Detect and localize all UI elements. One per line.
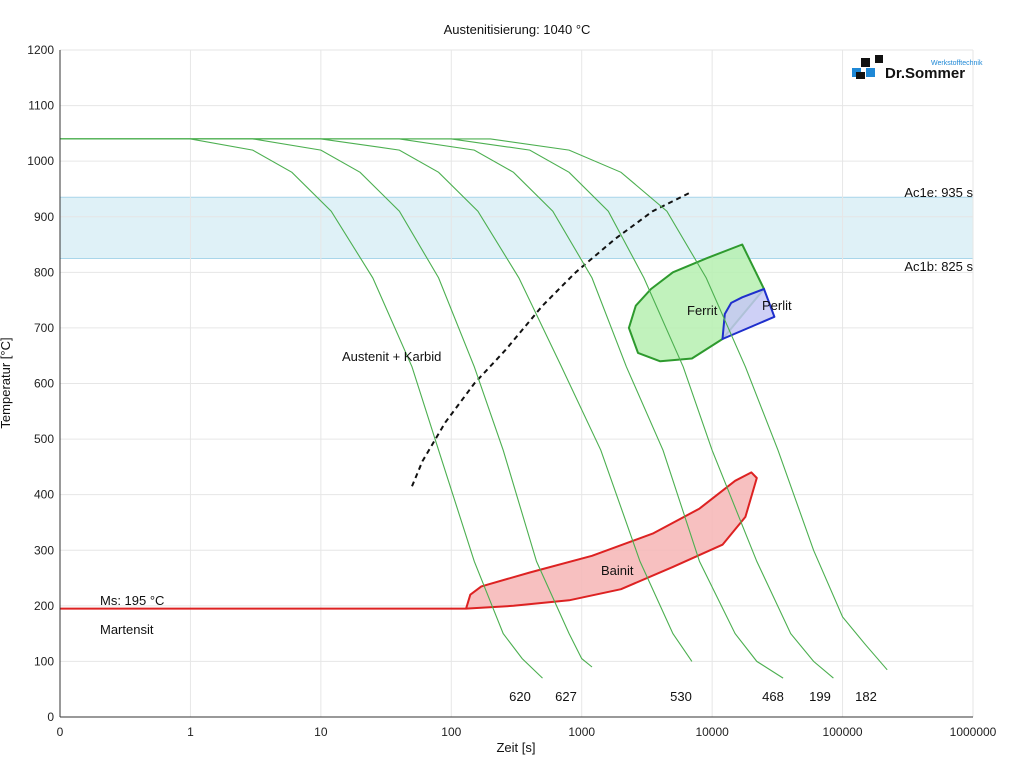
martensit-label: Martensit: [100, 622, 154, 637]
ac1b-label: Ac1b: 825 s: [904, 259, 973, 274]
ms-label: Ms: 195 °C: [100, 593, 164, 608]
logo-subtext: Werkstofftechnik: [931, 60, 983, 67]
curve-label-6: 182: [855, 689, 877, 704]
cooling-curve-620: [60, 138, 543, 679]
axes: [59, 50, 973, 718]
cooling-curve-199: [60, 138, 834, 679]
curve-label-4: 468: [762, 689, 784, 704]
y-tick-label-9: 900: [34, 210, 54, 224]
x-tick-label-4: 1000: [568, 725, 595, 739]
logo-text: Dr.Sommer: [885, 65, 965, 82]
y-tick-label-11: 1100: [28, 99, 54, 113]
logo-mark-square-4: [875, 55, 883, 63]
cooling-curve-182: [60, 138, 888, 671]
cooling-curves: [60, 138, 888, 679]
y-tick-label-10: 1000: [27, 154, 54, 168]
region-ferrit: [627, 243, 765, 363]
logo-mark-square-5: [856, 72, 865, 79]
region-perlit: [721, 288, 776, 340]
ac-band: [60, 197, 973, 259]
y-tick-label-3: 300: [34, 543, 54, 557]
x-axis-label: Zeit [s]: [496, 740, 535, 755]
ac1e-label: Ac1e: 935 s: [904, 185, 973, 200]
cooling-curve-468: [60, 138, 784, 679]
bainit-label: Bainit: [601, 563, 634, 578]
x-tick-label-2: 10: [314, 725, 328, 739]
y-tick-label-7: 700: [34, 321, 54, 335]
logo-mark-square-2: [861, 58, 870, 67]
austenit-karbid-boundary: [411, 190, 693, 487]
x-tick-label-0: 0: [57, 725, 64, 739]
phase-regions: [60, 243, 776, 610]
logo-mark-square-3: [866, 68, 875, 77]
x-tick-label-7: 1000000: [950, 725, 997, 739]
y-tick-label-0: 0: [47, 710, 54, 724]
y-tick-label-5: 500: [34, 432, 54, 446]
x-tick-label-1: 1: [187, 725, 194, 739]
logo: Dr.Sommer Werkstofftechnik: [852, 55, 983, 82]
x-tick-label-6: 100000: [823, 725, 863, 739]
y-tick-label-4: 400: [34, 488, 54, 502]
curve-label-1: 620: [509, 689, 531, 704]
austenit-karbid-label: Austenit + Karbid: [342, 349, 441, 364]
x-tick-label-3: 100: [441, 725, 461, 739]
curve-label-2: 627: [555, 689, 577, 704]
curve-label-3: 530: [670, 689, 692, 704]
curve-label-5: 199: [809, 689, 831, 704]
y-tick-label-6: 600: [34, 377, 54, 391]
y-tick-label-8: 800: [34, 265, 54, 279]
cooling-curve-627: [60, 138, 593, 668]
y-tick-label-1: 100: [34, 654, 54, 668]
y-tick-label-12: 1200: [27, 43, 54, 57]
x-tick-label-5: 10000: [695, 725, 729, 739]
perlit-label: Perlit: [762, 298, 792, 313]
y-tick-label-2: 200: [34, 599, 54, 613]
tick-labels: 0100200300400500600700800900100011001200…: [27, 43, 996, 739]
region-bainit: [465, 471, 758, 610]
cooling-curve-530: [60, 138, 693, 662]
chart-title: Austenitisierung: 1040 °C: [444, 22, 591, 37]
ferrit-label: Ferrit: [687, 303, 718, 318]
y-axis-label: Temperatur [°C]: [0, 337, 13, 428]
